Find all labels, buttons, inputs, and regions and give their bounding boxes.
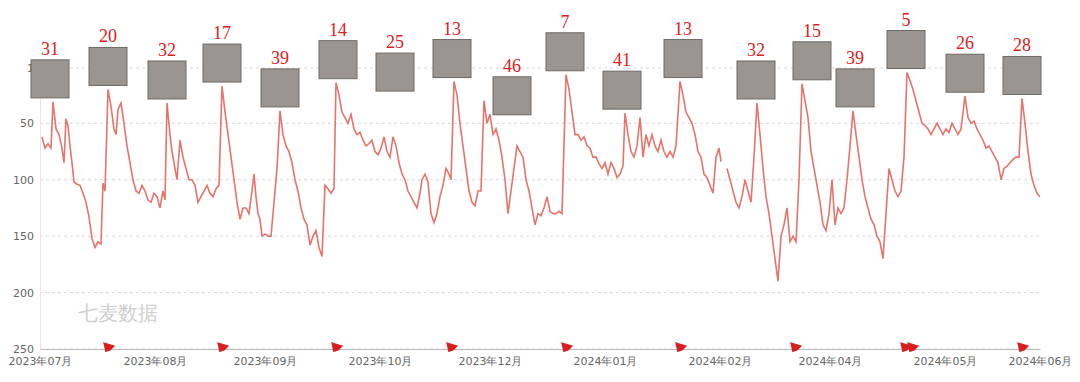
flag bbox=[908, 343, 918, 352]
x-tick: 2023年07月 bbox=[9, 349, 73, 368]
y-axis-line bbox=[40, 69, 41, 350]
x-tick-label: 2023年08月 bbox=[124, 355, 188, 368]
annotation: 13 bbox=[674, 19, 692, 39]
y-tick-label: 100 bbox=[13, 174, 34, 187]
portrait bbox=[836, 69, 874, 107]
portrait bbox=[89, 47, 127, 85]
y-tick: 150 bbox=[13, 230, 40, 243]
y-tick: 200 bbox=[13, 287, 40, 300]
portrait bbox=[319, 41, 357, 79]
annotation: 17 bbox=[213, 23, 231, 43]
portrait bbox=[148, 61, 186, 99]
portrait bbox=[493, 77, 531, 115]
x-tick-label: 2023年12月 bbox=[459, 355, 523, 368]
annotation: 41 bbox=[613, 50, 631, 70]
x-tick: 2024年02月 bbox=[689, 349, 753, 368]
flag bbox=[104, 343, 114, 352]
flag bbox=[1018, 343, 1028, 352]
x-tick: 2024年06月 bbox=[1009, 349, 1073, 368]
x-tick: 2023年12月 bbox=[459, 349, 523, 368]
y-tick-label: 50 bbox=[20, 117, 34, 130]
portrait bbox=[1003, 56, 1041, 94]
annotation: 25 bbox=[386, 32, 404, 52]
annotation: 20 bbox=[99, 26, 117, 46]
annotation: 32 bbox=[747, 40, 765, 60]
flag bbox=[218, 343, 228, 352]
x-tick: 2023年08月 bbox=[124, 349, 188, 368]
portrait bbox=[546, 33, 584, 71]
y-tick: 100 bbox=[13, 174, 40, 187]
x-tick-label: 2024年01月 bbox=[574, 355, 638, 368]
annotation: 39 bbox=[846, 48, 864, 68]
x-tick-label: 2024年02月 bbox=[689, 355, 753, 368]
portrait bbox=[376, 53, 414, 91]
x-tick-label: 2024年06月 bbox=[1009, 355, 1073, 368]
x-tick-label: 2023年10月 bbox=[349, 355, 413, 368]
x-tick: 2024年01月 bbox=[574, 349, 638, 368]
grid-line bbox=[40, 123, 1040, 124]
portraits bbox=[31, 31, 1041, 115]
portrait bbox=[793, 42, 831, 80]
grid bbox=[40, 68, 1040, 349]
annotation: 13 bbox=[443, 19, 461, 39]
grid-line bbox=[40, 349, 1040, 350]
plot-area bbox=[42, 73, 1040, 282]
chart: 七麦数据1501001502002502023年07月2023年08月2023年… bbox=[0, 0, 1080, 382]
watermark: 七麦数据 bbox=[78, 301, 158, 325]
portrait bbox=[737, 61, 775, 99]
flag bbox=[332, 343, 342, 352]
flag bbox=[562, 343, 572, 352]
x-tick: 2024年05月 bbox=[914, 349, 978, 368]
annotations: 31 20 32 17 39 14 25 13 46 7 41 13 32 15 39 5 26 28 bbox=[41, 10, 1031, 76]
portrait bbox=[203, 44, 241, 82]
flag bbox=[447, 343, 457, 352]
y-tick: 50 bbox=[20, 117, 40, 130]
grid-line bbox=[40, 236, 1040, 237]
portrait bbox=[31, 60, 69, 98]
x-tick: 2023年10月 bbox=[349, 349, 413, 368]
flag bbox=[676, 343, 686, 352]
flag bbox=[791, 343, 801, 352]
annotation: 31 bbox=[41, 39, 59, 59]
portrait bbox=[603, 71, 641, 109]
y-tick-label: 200 bbox=[13, 287, 34, 300]
annotation: 26 bbox=[956, 33, 974, 53]
portrait bbox=[664, 40, 702, 78]
x-tick-label: 2024年05月 bbox=[914, 355, 978, 368]
y-tick-label: 150 bbox=[13, 230, 34, 243]
annotation: 39 bbox=[271, 48, 289, 68]
x-axis-line bbox=[41, 349, 1041, 350]
annotation: 32 bbox=[158, 40, 176, 60]
rank-line bbox=[42, 73, 1040, 282]
annotation: 46 bbox=[503, 56, 521, 76]
portrait bbox=[433, 40, 471, 78]
annotation: 5 bbox=[902, 10, 911, 30]
annotation: 14 bbox=[329, 20, 347, 40]
annotation: 15 bbox=[803, 21, 821, 41]
annotation: 28 bbox=[1013, 35, 1031, 55]
annotation: 7 bbox=[561, 12, 570, 32]
flags bbox=[104, 343, 1028, 352]
x-tick-label: 2024年04月 bbox=[799, 355, 863, 368]
portrait bbox=[887, 31, 925, 69]
portrait bbox=[261, 69, 299, 107]
grid-line bbox=[40, 292, 1040, 293]
x-tick: 2023年09月 bbox=[234, 349, 298, 368]
portrait bbox=[946, 54, 984, 92]
x-tick: 2024年04月 bbox=[799, 349, 863, 368]
x-tick-label: 2023年07月 bbox=[9, 355, 73, 368]
x-tick-label: 2023年09月 bbox=[234, 355, 298, 368]
y-axis: 150100150200250 bbox=[13, 62, 41, 356]
x-axis: 2023年07月 2023年08月 2023年09月 2023年10月 2023年12月… bbox=[9, 349, 1073, 368]
